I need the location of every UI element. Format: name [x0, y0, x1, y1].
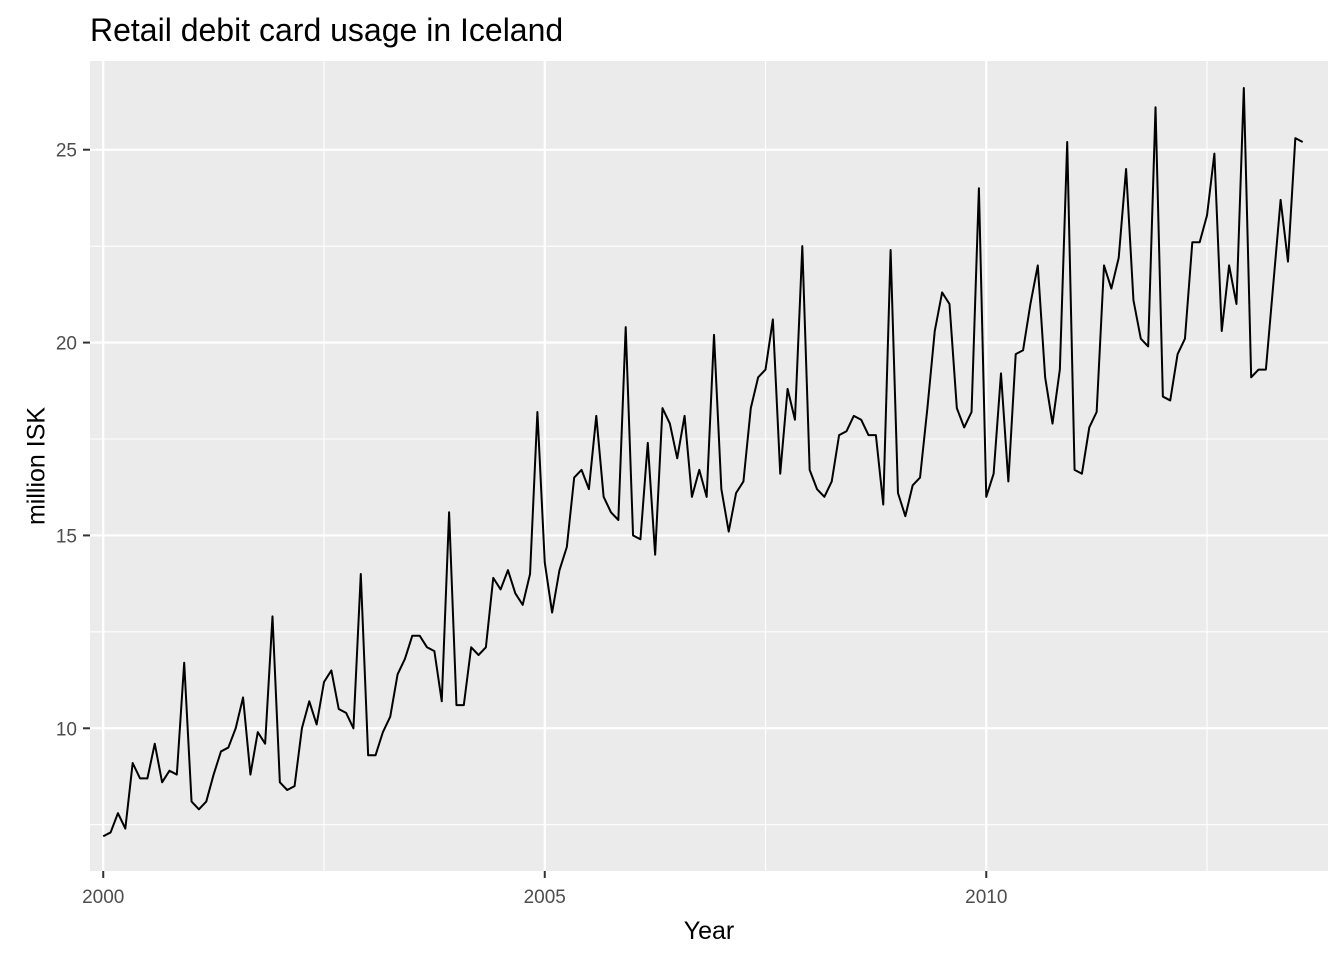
y-tick-label: 10	[56, 719, 77, 740]
minor-gridlines	[90, 61, 1328, 871]
x-tick-label: 2005	[524, 887, 566, 908]
x-axis-title: Year	[684, 917, 735, 945]
x-tick-label: 2010	[965, 887, 1007, 908]
y-tick-label: 20	[56, 334, 77, 355]
x-tick-label: 2000	[82, 887, 124, 908]
x-axis: 2000 2005 2010	[82, 871, 1007, 908]
series-line	[102, 87, 1304, 838]
y-axis-title: million ISK	[23, 407, 51, 525]
series-layer	[102, 87, 1304, 838]
y-tick-label: 25	[56, 141, 77, 162]
y-axis: 10 15 20 25	[56, 141, 90, 740]
chart-title: Retail debit card usage in Iceland	[90, 12, 564, 48]
major-gridlines	[90, 61, 1328, 871]
y-tick-label: 15	[56, 526, 77, 547]
